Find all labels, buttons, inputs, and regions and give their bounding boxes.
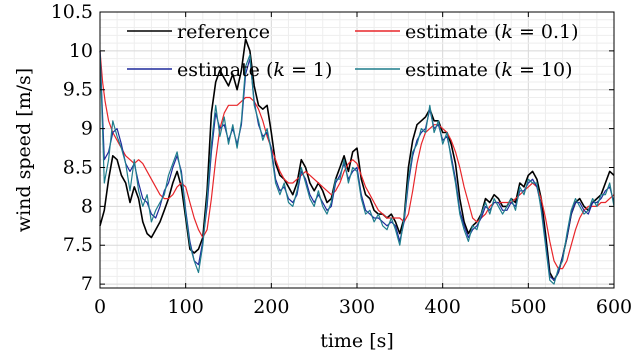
y-tick-label: 7 xyxy=(81,273,93,295)
x-tick-label: 200 xyxy=(253,296,289,318)
series-lines xyxy=(99,38,615,285)
series-line-3 xyxy=(99,50,615,285)
x-tick-label: 400 xyxy=(425,296,461,318)
y-tick-label: 9.5 xyxy=(63,79,93,101)
x-tick-label: 500 xyxy=(510,296,546,318)
y-axis-label: wind speed [m/s] xyxy=(13,68,35,232)
legend-item: estimate (k = 10) xyxy=(355,59,573,81)
y-tick-label: 8.5 xyxy=(63,156,93,178)
y-tick-label: 10.5 xyxy=(51,1,93,23)
x-tick-label: 300 xyxy=(339,296,375,318)
legend-item: estimate (k = 0.1) xyxy=(355,21,579,43)
tick-labels: 0 100 200 300 400 500 600 7 7.5 8 8.5 9 9.5 10 10.5 xyxy=(51,1,632,318)
x-tick-label: 0 xyxy=(94,296,106,318)
x-tick-label: 600 xyxy=(596,296,632,318)
legend-label: estimate (k = 10) xyxy=(405,59,573,81)
legend-label: estimate (k = 1) xyxy=(177,59,332,81)
y-tick-label: 10 xyxy=(69,40,93,62)
legend-item: estimate (k = 1) xyxy=(127,59,332,81)
axis-ticks xyxy=(99,11,615,288)
x-axis-label: time [s] xyxy=(320,330,394,352)
legend-label: reference xyxy=(177,21,270,43)
y-tick-label: 7.5 xyxy=(63,234,93,256)
legend-item: reference xyxy=(127,21,270,43)
y-tick-label: 9 xyxy=(81,118,93,140)
legend: reference estimate (k = 0.1) estimate (k =… xyxy=(127,21,579,81)
y-tick-label: 8 xyxy=(81,195,93,217)
grid-lines xyxy=(99,11,615,288)
legend-label: estimate (k = 0.1) xyxy=(405,21,579,43)
x-tick-label: 100 xyxy=(168,296,204,318)
